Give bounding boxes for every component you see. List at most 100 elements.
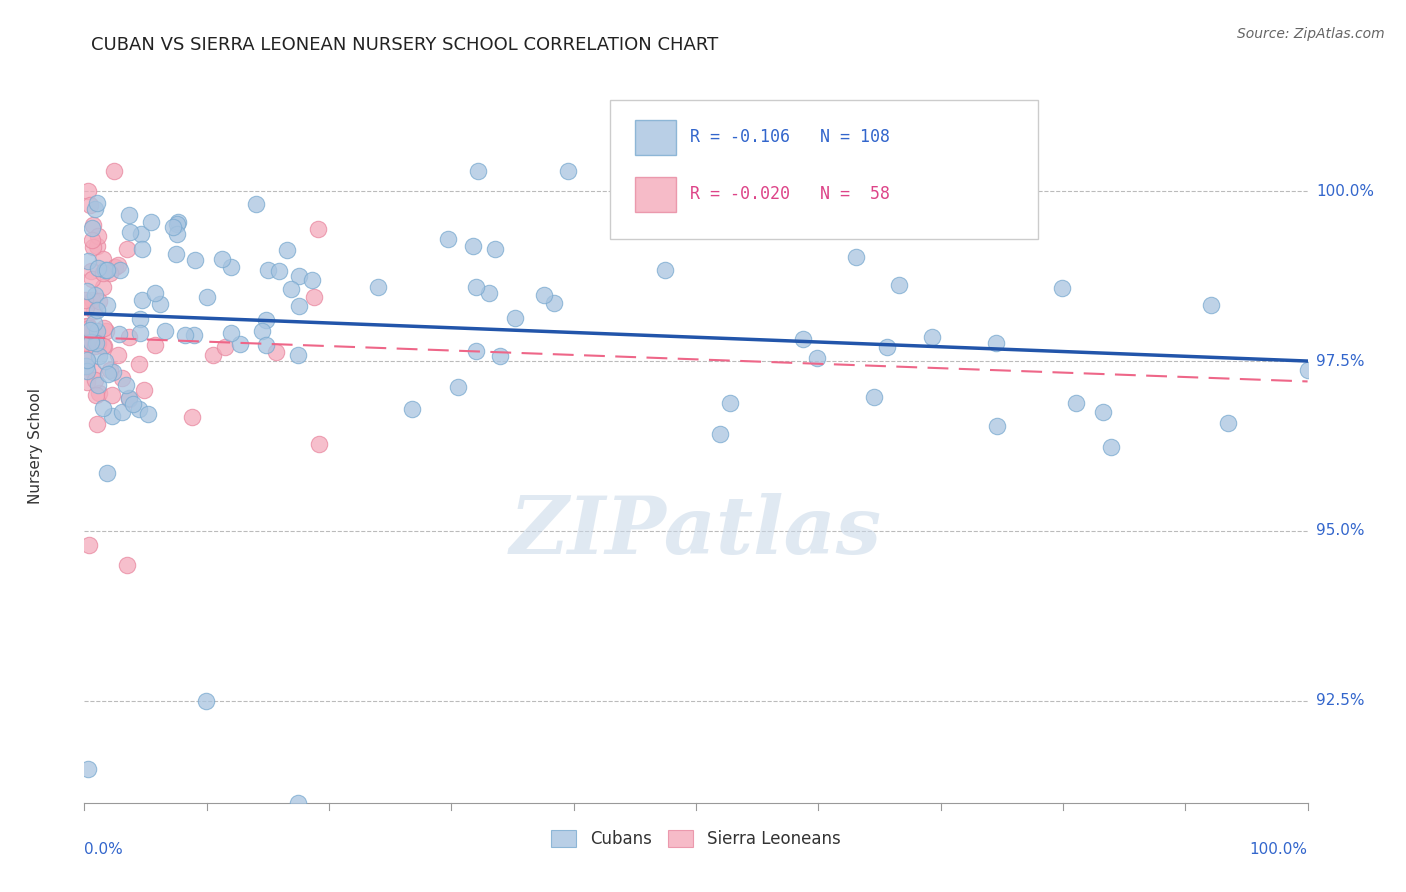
Point [101, 366, 124, 380]
Point [104, 260, 127, 275]
Point [76, 284, 98, 298]
Point [75, 351, 97, 366]
Point [82, 221, 104, 235]
Point [87, 350, 110, 364]
Point [167, 215, 190, 229]
Point [84, 373, 107, 387]
Point [301, 273, 323, 287]
Point [91, 266, 114, 280]
Point [194, 694, 217, 708]
Point [257, 263, 280, 277]
Point [254, 338, 277, 352]
Point [83, 202, 105, 216]
Point [107, 258, 129, 272]
Text: R = -0.106   N = 108: R = -0.106 N = 108 [690, 128, 890, 146]
Point [94, 263, 117, 277]
Text: 97.5%: 97.5% [1316, 353, 1364, 368]
Point [143, 337, 166, 351]
Point [83, 288, 105, 302]
Point [267, 264, 290, 278]
Point [98, 363, 121, 377]
Point [287, 348, 309, 362]
Point [121, 397, 143, 411]
Point [76, 364, 98, 378]
Point [280, 282, 302, 296]
Point [557, 163, 579, 178]
Point [211, 252, 233, 267]
Text: ZIPatlas: ZIPatlas [510, 493, 882, 570]
Point [86, 378, 108, 392]
Text: Source: ZipAtlas.com: Source: ZipAtlas.com [1237, 27, 1385, 41]
Point [96, 263, 118, 277]
Point [845, 250, 868, 264]
Text: 100.0%: 100.0% [1250, 842, 1308, 857]
Point [287, 796, 309, 810]
Point [718, 396, 741, 410]
Point [87, 336, 110, 351]
Point [136, 407, 159, 421]
Point [437, 232, 460, 246]
Point [307, 222, 329, 236]
Point [86, 303, 108, 318]
Point [100, 388, 122, 402]
Point [86, 238, 108, 252]
Point [75, 293, 97, 308]
Point [76, 353, 98, 368]
Point [82, 293, 104, 307]
Point [101, 409, 124, 423]
Point [229, 337, 252, 351]
Point [75, 336, 97, 351]
Point [79, 198, 101, 212]
Point [115, 558, 138, 572]
Point [986, 335, 1008, 350]
Point [98, 266, 121, 280]
Point [77, 319, 100, 334]
Point [254, 313, 277, 327]
Point [1296, 363, 1319, 377]
Point [876, 340, 898, 354]
Point [166, 218, 188, 232]
Point [184, 253, 207, 268]
Point [162, 219, 184, 234]
Point [288, 300, 311, 314]
Point [84, 388, 107, 402]
Point [86, 324, 108, 338]
Point [1199, 298, 1222, 312]
Point [94, 325, 117, 339]
Point [115, 378, 138, 392]
Point [87, 294, 110, 309]
Point [1218, 417, 1240, 431]
Point [245, 197, 267, 211]
Point [478, 286, 501, 301]
Point [75, 318, 97, 333]
Point [75, 300, 97, 314]
Point [446, 380, 468, 394]
FancyBboxPatch shape [636, 120, 676, 155]
Point [1101, 440, 1123, 454]
Point [108, 263, 131, 277]
Point [118, 225, 141, 239]
Point [80, 264, 103, 278]
Point [1064, 396, 1087, 410]
Point [174, 328, 197, 343]
Point [131, 242, 153, 256]
Point [484, 242, 506, 256]
Point [1050, 280, 1073, 294]
Point [543, 296, 565, 310]
Point [107, 348, 129, 362]
Point [201, 348, 224, 362]
Point [792, 332, 814, 346]
Point [181, 409, 204, 424]
Point [86, 196, 108, 211]
Point [986, 418, 1008, 433]
Point [87, 261, 110, 276]
Point [467, 163, 489, 178]
Point [149, 297, 172, 311]
Point [77, 321, 100, 335]
Point [82, 272, 104, 286]
Point [75, 359, 97, 373]
Point [87, 385, 110, 400]
Text: 0.0%: 0.0% [84, 842, 124, 857]
Point [139, 215, 162, 229]
Point [1091, 405, 1114, 419]
